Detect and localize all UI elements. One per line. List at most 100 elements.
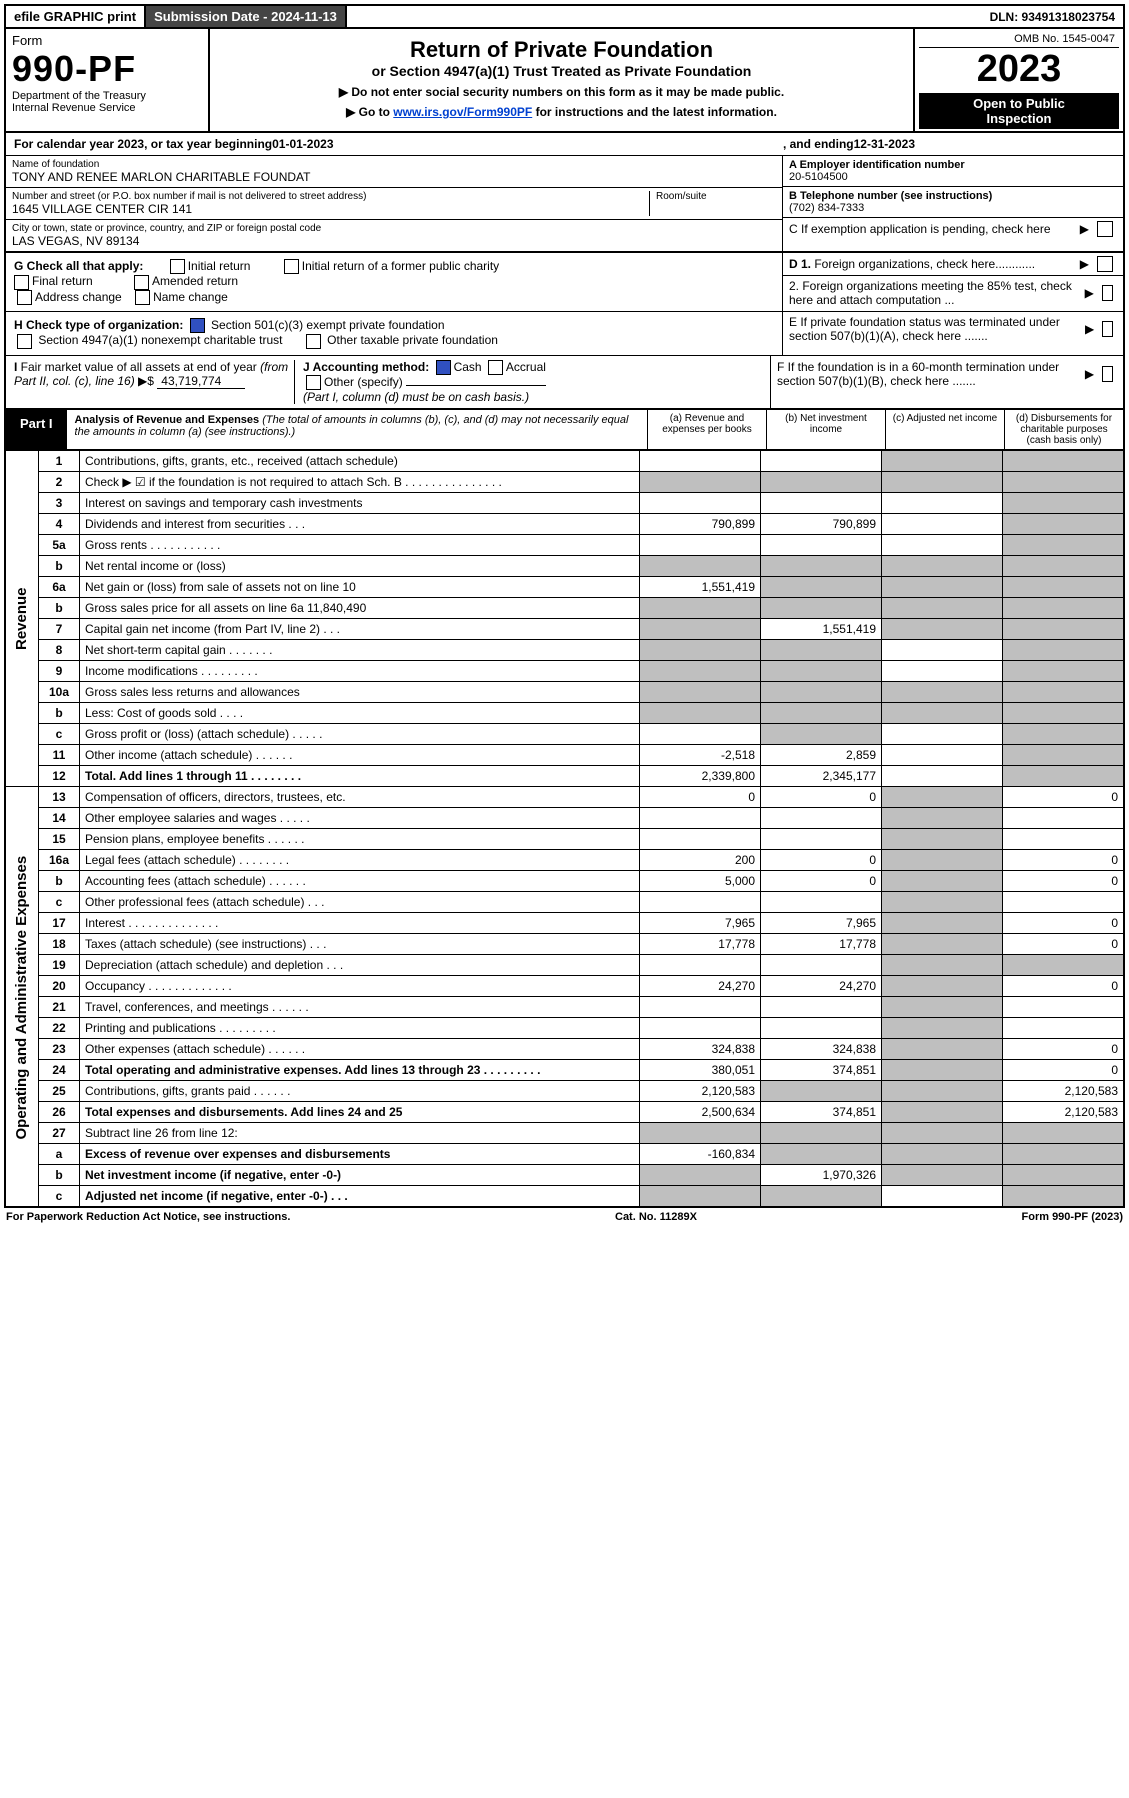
f-label: F If the foundation is in a 60-month ter… (777, 360, 1085, 388)
row-number: c (39, 724, 80, 745)
501c3-checkbox[interactable] (190, 318, 205, 333)
other-checkbox[interactable] (306, 375, 321, 390)
table-row: 25Contributions, gifts, grants paid . . … (5, 1081, 1124, 1102)
d2-checkbox[interactable] (1102, 285, 1113, 301)
other-taxable-checkbox[interactable] (306, 334, 321, 349)
row-description: Contributions, gifts, grants paid . . . … (80, 1081, 640, 1102)
i-block: I Fair market value of all assets at end… (14, 360, 294, 405)
addr-label: Number and street (or P.O. box number if… (12, 191, 649, 202)
efile-print-button[interactable]: efile GRAPHIC print (6, 6, 146, 27)
table-row: 23Other expenses (attach schedule) . . .… (5, 1039, 1124, 1060)
spacer (334, 137, 783, 151)
row-description: Other employee salaries and wages . . . … (80, 808, 640, 829)
form-note2: ▶ Go to www.irs.gov/Form990PF for instru… (216, 105, 907, 119)
former-public-checkbox[interactable] (284, 259, 299, 274)
row-description: Net investment income (if negative, ente… (80, 1165, 640, 1186)
amount-cell: 374,851 (761, 1060, 882, 1081)
row-number: 6a (39, 577, 80, 598)
dln-value: DLN: 93491318023754 (982, 7, 1123, 27)
accrual-checkbox[interactable] (488, 360, 503, 375)
amount-cell (882, 451, 1003, 472)
amount-cell (882, 514, 1003, 535)
form-subtitle: or Section 4947(a)(1) Trust Treated as P… (216, 63, 907, 79)
form990pf-link[interactable]: www.irs.gov/Form990PF (393, 105, 532, 119)
amount-cell: 0 (640, 787, 761, 808)
table-row: 7Capital gain net income (from Part IV, … (5, 619, 1124, 640)
table-row: bAccounting fees (attach schedule) . . .… (5, 871, 1124, 892)
row-description: Interest . . . . . . . . . . . . . . (80, 913, 640, 934)
table-row: 19Depreciation (attach schedule) and dep… (5, 955, 1124, 976)
amount-cell: 0 (1003, 1060, 1125, 1081)
amount-cell (882, 1018, 1003, 1039)
d1-checkbox[interactable] (1097, 256, 1113, 272)
amount-cell (761, 472, 882, 493)
addr-cell: Number and street (or P.O. box number if… (6, 188, 782, 220)
cash-checkbox[interactable] (436, 360, 451, 375)
amount-cell (1003, 808, 1125, 829)
table-row: 20Occupancy . . . . . . . . . . . . .24,… (5, 976, 1124, 997)
amount-cell: 2,339,800 (640, 766, 761, 787)
row-description: Total operating and administrative expen… (80, 1060, 640, 1081)
row-description: Net gain or (loss) from sale of assets n… (80, 577, 640, 598)
row-description: Total. Add lines 1 through 11 . . . . . … (80, 766, 640, 787)
amount-cell: 17,778 (761, 934, 882, 955)
row-number: 16a (39, 850, 80, 871)
name-change-checkbox[interactable] (135, 290, 150, 305)
e-checkbox[interactable] (1102, 321, 1113, 337)
col-c-label: (c) Adjusted net income (885, 410, 1004, 449)
amount-cell (761, 997, 882, 1018)
row-number: 26 (39, 1102, 80, 1123)
table-row: 9Income modifications . . . . . . . . . (5, 661, 1124, 682)
arrow-icon: ▶ (1085, 286, 1094, 300)
row-description: Subtract line 26 from line 12: (80, 1123, 640, 1144)
row-number: a (39, 1144, 80, 1165)
table-row: cOther professional fees (attach schedul… (5, 892, 1124, 913)
open-inspection: Open to Public Inspection (919, 93, 1119, 129)
amount-cell (640, 598, 761, 619)
initial-return-checkbox[interactable] (170, 259, 185, 274)
amended-checkbox[interactable] (134, 275, 149, 290)
address-change-checkbox[interactable] (17, 290, 32, 305)
table-row: 12Total. Add lines 1 through 11 . . . . … (5, 766, 1124, 787)
h-left: H Check type of organization: Section 50… (6, 312, 782, 355)
row-number: 12 (39, 766, 80, 787)
row-number: 22 (39, 1018, 80, 1039)
table-row: Revenue1Contributions, gifts, grants, et… (5, 451, 1124, 472)
table-row: 26Total expenses and disbursements. Add … (5, 1102, 1124, 1123)
row-description: Other income (attach schedule) . . . . .… (80, 745, 640, 766)
row-number: 19 (39, 955, 80, 976)
omb-number: OMB No. 1545-0047 (919, 31, 1119, 48)
amount-cell (1003, 535, 1125, 556)
c-checkbox[interactable] (1097, 221, 1113, 237)
final-return-checkbox[interactable] (14, 275, 29, 290)
table-row: cGross profit or (loss) (attach schedule… (5, 724, 1124, 745)
row-description: Income modifications . . . . . . . . . (80, 661, 640, 682)
table-row: Operating and Administrative Expenses13C… (5, 787, 1124, 808)
row-description: Other expenses (attach schedule) . . . .… (80, 1039, 640, 1060)
f-checkbox[interactable] (1102, 366, 1113, 382)
amount-cell (761, 808, 882, 829)
h-opt3: Other taxable private foundation (327, 333, 498, 347)
tax-year-row: For calendar year 2023, or tax year begi… (4, 133, 1125, 156)
amount-cell: 2,345,177 (761, 766, 882, 787)
row-number: 8 (39, 640, 80, 661)
id-right: A Employer identification number 20-5104… (782, 156, 1123, 251)
amount-cell (1003, 703, 1125, 724)
row-description: Compensation of officers, directors, tru… (80, 787, 640, 808)
row-number: b (39, 598, 80, 619)
amount-cell (1003, 1144, 1125, 1165)
amount-cell (882, 1165, 1003, 1186)
inspection-line2: Inspection (986, 111, 1051, 126)
e-label: E If private foundation status was termi… (789, 315, 1085, 343)
row-description: Gross sales less returns and allowances (80, 682, 640, 703)
header-left: Form 990-PF Department of the Treasury I… (6, 29, 210, 131)
spacer (697, 1211, 1022, 1223)
row-number: 20 (39, 976, 80, 997)
row-number: 13 (39, 787, 80, 808)
row-description: Interest on savings and temporary cash i… (80, 493, 640, 514)
4947-checkbox[interactable] (17, 334, 32, 349)
row-description: Less: Cost of goods sold . . . . (80, 703, 640, 724)
amount-cell: 7,965 (761, 913, 882, 934)
amount-cell (640, 1186, 761, 1208)
amount-cell (882, 724, 1003, 745)
